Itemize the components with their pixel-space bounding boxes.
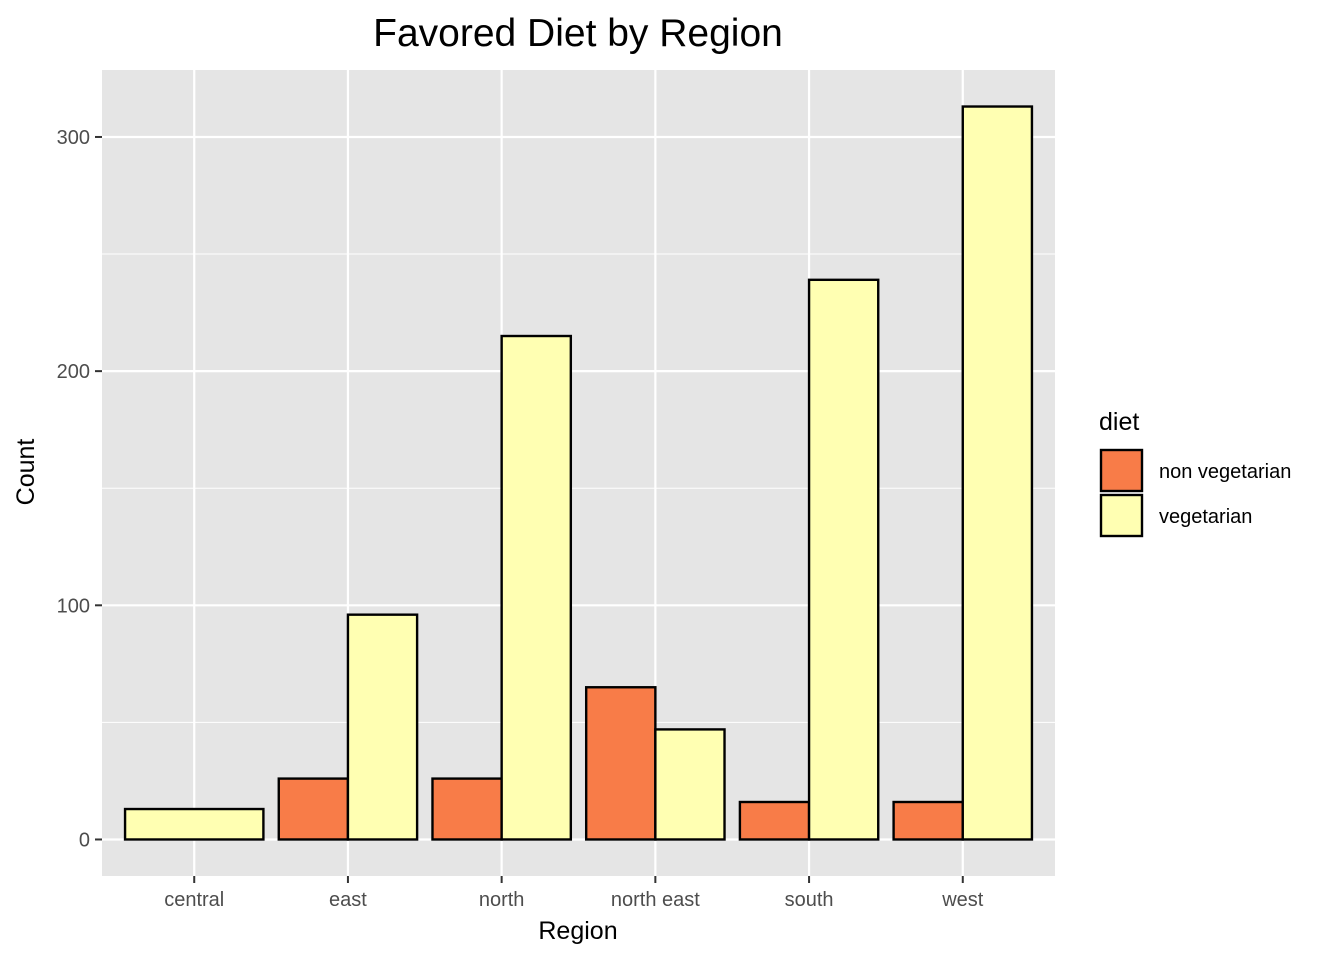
y-tick-label: 300 bbox=[57, 127, 90, 149]
bar-non-vegetarian-west bbox=[892, 800, 964, 841]
legend-key-vegetarian bbox=[1099, 493, 1144, 538]
bar-vegetarian-south bbox=[807, 278, 880, 841]
legend: diet non vegetarian vegetarian bbox=[1099, 408, 1291, 538]
bar-non-vegetarian-north bbox=[431, 777, 503, 841]
x-tick-label: north east bbox=[611, 889, 700, 911]
plot-panel bbox=[102, 70, 1055, 876]
chart-title: Favored Diet by Region bbox=[373, 12, 783, 55]
y-tick-label: 0 bbox=[79, 829, 90, 851]
bar-vegetarian-central bbox=[123, 807, 265, 841]
bar-non-vegetarian-north-east bbox=[584, 686, 657, 841]
y-axis: 0 100 200 300 bbox=[57, 127, 102, 851]
bar-non-vegetarian-east bbox=[277, 777, 350, 841]
y-tick-label: 200 bbox=[57, 361, 90, 383]
y-tick-label: 100 bbox=[57, 595, 90, 617]
x-tick-label: east bbox=[329, 889, 367, 911]
bars-layer bbox=[123, 105, 1034, 841]
legend-label: vegetarian bbox=[1159, 506, 1252, 528]
bar-vegetarian-north-east bbox=[654, 728, 726, 841]
bar-vegetarian-north bbox=[500, 334, 573, 841]
legend-key-non-vegetarian bbox=[1099, 448, 1144, 493]
panel-background bbox=[102, 70, 1055, 876]
bar-vegetarian-west bbox=[961, 105, 1034, 841]
legend-title: diet bbox=[1099, 408, 1139, 436]
bar-vegetarian-east bbox=[346, 613, 419, 841]
x-tick-label: south bbox=[785, 889, 834, 911]
y-axis-title: Count bbox=[12, 439, 40, 506]
x-axis: central east north north east south west bbox=[164, 876, 984, 911]
x-tick-label: central bbox=[164, 889, 224, 911]
bar-non-vegetarian-south bbox=[738, 800, 811, 841]
x-tick-label: west bbox=[941, 889, 984, 911]
legend-label: non vegetarian bbox=[1159, 461, 1291, 483]
x-tick-label: north bbox=[479, 889, 525, 911]
x-axis-title: Region bbox=[538, 917, 617, 945]
